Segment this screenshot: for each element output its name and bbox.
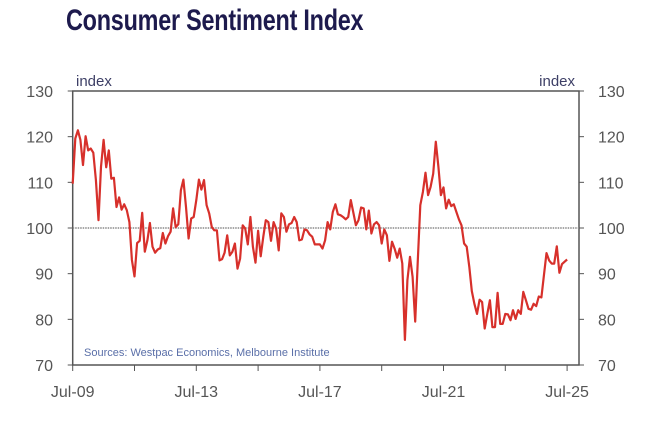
x-tick-label: Jul-13 <box>175 384 219 401</box>
y-tick-label-right: 110 <box>598 175 624 192</box>
y-tick-label-right: 80 <box>598 312 616 329</box>
y-tick-label-right: 120 <box>598 130 625 147</box>
source-note: Sources: Westpac Economics, Melbourne In… <box>84 347 330 359</box>
x-tick-label: Jul-17 <box>298 384 342 401</box>
sentiment-series-line <box>71 129 568 341</box>
y-tick-label-left: 130 <box>26 84 53 101</box>
y-tick-label-right: 90 <box>598 267 616 284</box>
y-tick-label-right: 100 <box>598 221 625 238</box>
y-tick-label-left: 120 <box>26 130 53 147</box>
chart-title: Consumer Sentiment Index <box>66 4 364 37</box>
y-tick-label-left: 90 <box>35 267 53 284</box>
x-tick-label: Jul-21 <box>422 384 466 401</box>
y-tick-label-right: 130 <box>598 84 625 101</box>
y-tick-label-right: 70 <box>598 358 616 375</box>
y-axis-label-right: index <box>539 73 575 90</box>
x-tick-label: Jul-09 <box>51 384 95 401</box>
y-tick-label-left: 80 <box>35 312 53 329</box>
x-tick-label: Jul-25 <box>545 384 589 401</box>
y-tick-label-left: 100 <box>26 221 53 238</box>
y-axis-label-left: index <box>76 73 112 90</box>
y-tick-label-left: 110 <box>27 175 53 192</box>
y-tick-label-left: 70 <box>35 358 53 375</box>
